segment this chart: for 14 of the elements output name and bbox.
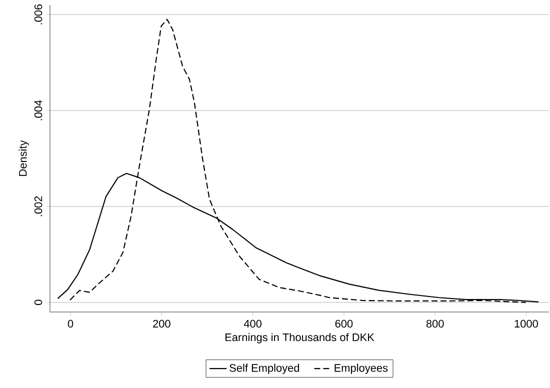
x-tick-label: 600 [335, 320, 353, 328]
x-tick-label: 200 [153, 320, 170, 328]
x-tick-label: 400 [244, 320, 262, 328]
y-tick-label: .002 [34, 196, 42, 216]
legend-label: Self Employed [230, 364, 300, 374]
y-tick-label: 0 [34, 300, 42, 306]
x-tick-label: 0 [68, 320, 74, 328]
y-tick-label: .006 [34, 4, 42, 24]
x-axis-title: Earnings in Thousands of DKK [225, 333, 374, 344]
y-tick-label: .004 [34, 100, 42, 120]
y-axis-title: Density [18, 140, 29, 176]
x-tick-label: 1000 [514, 320, 538, 328]
x-tick-label: 800 [426, 320, 444, 328]
legend-label: Employees [334, 364, 388, 374]
